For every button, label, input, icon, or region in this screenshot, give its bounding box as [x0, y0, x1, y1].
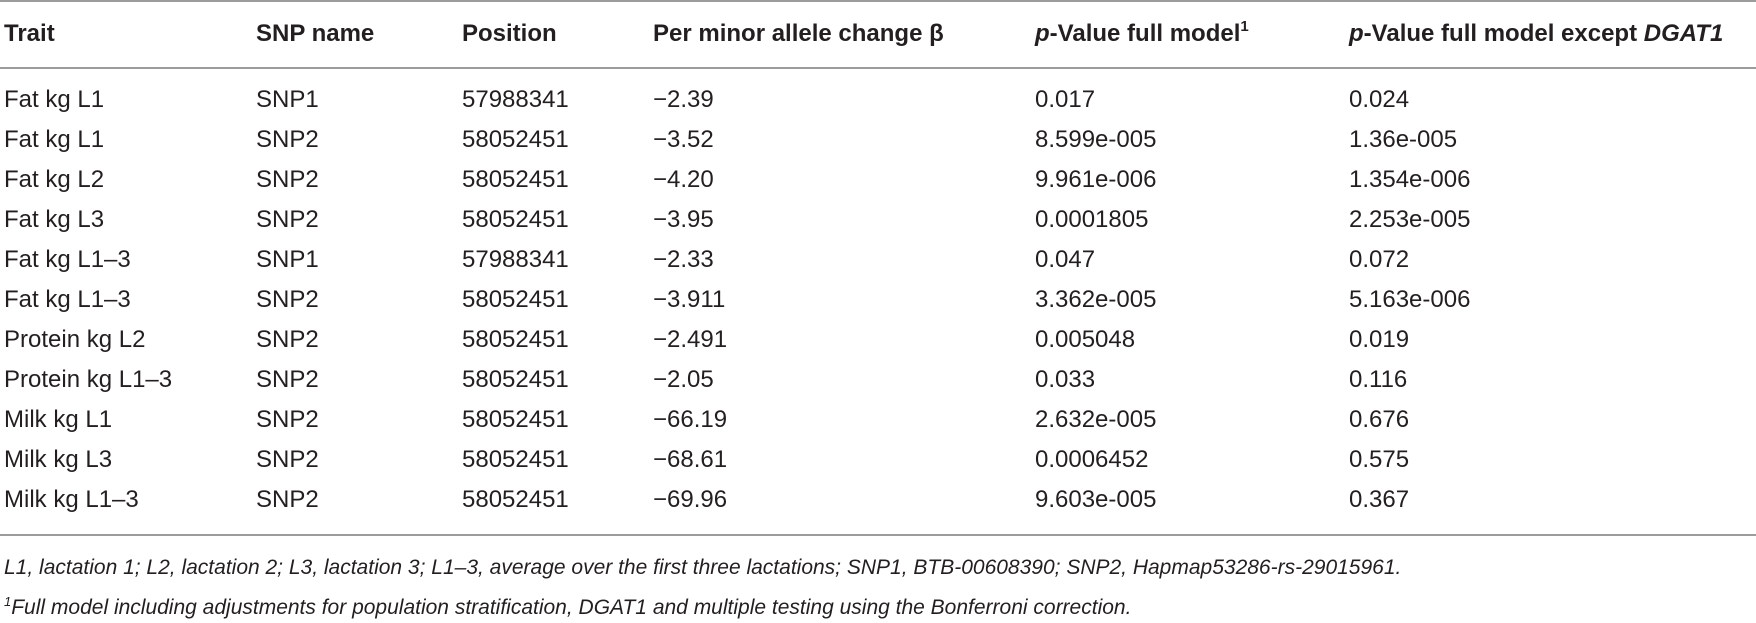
p-value-full-cell: 9.603e-005 [1035, 486, 1157, 513]
p-value-full-cell: 0.0001805 [1035, 206, 1149, 233]
position-cell: 58052451 [462, 486, 569, 513]
footnote-1-text: Full model including adjustments for pop… [11, 596, 1132, 619]
position-cell: 58052451 [462, 406, 569, 433]
table-row: Protein kg L2 SNP2 58052451 −2.491 0.005048 0… [0, 320, 1756, 360]
snp-name-cell: SNP2 [256, 446, 319, 473]
footnote-1: 1Full model including adjustments for po… [4, 593, 1131, 623]
snp-name-cell: SNP2 [256, 486, 319, 513]
position-cell: 57988341 [462, 246, 569, 273]
p-value-except-cell: 5.163e-006 [1349, 286, 1471, 313]
trait-cell: Protein kg L1–3 [4, 366, 173, 393]
snp-name-cell: SNP1 [256, 246, 319, 273]
position-cell: 58052451 [462, 446, 569, 473]
beta-cell: −2.39 [653, 86, 714, 113]
p-value-full-cell: 0.033 [1035, 366, 1096, 393]
table-row: Fat kg L2 SNP2 58052451 −4.20 9.961e-006 1.35… [0, 160, 1756, 200]
table-bottom-rule [0, 534, 1756, 536]
p-value-except-cell: 0.367 [1349, 486, 1410, 513]
table-row: Fat kg L1 SNP2 58052451 −3.52 8.599e-005 1.36… [0, 120, 1756, 160]
snp-name-cell: SNP1 [256, 86, 319, 113]
beta-cell: −2.491 [653, 326, 728, 353]
snp-name-cell: SNP2 [256, 326, 319, 353]
p-value-full-cell: 9.961e-006 [1035, 166, 1157, 193]
beta-cell: −3.911 [653, 286, 726, 313]
snp-name-cell: SNP2 [256, 366, 319, 393]
header-p-value-full: p-Value full model1 [1035, 14, 1249, 54]
header-p-value-except: p-Value full model except DGAT1 [1349, 14, 1723, 54]
position-cell: 58052451 [462, 206, 569, 233]
trait-cell: Protein kg L2 [4, 326, 146, 353]
table-row: Milk kg L1 SNP2 58052451 −66.19 2.632e-005 0.… [0, 400, 1756, 440]
trait-cell: Milk kg L3 [4, 446, 113, 473]
p-value-full-cell: 8.599e-005 [1035, 126, 1157, 153]
header-snp-name: SNP name [256, 20, 375, 47]
table-row: Milk kg L1–3 SNP2 58052451 −69.96 9.603e-005… [0, 480, 1756, 520]
position-cell: 57988341 [462, 86, 569, 113]
trait-cell: Fat kg L2 [4, 166, 105, 193]
header-gene-name: DGAT1 [1643, 20, 1724, 47]
beta-cell: −3.95 [653, 206, 714, 233]
table-row: Fat kg L3 SNP2 58052451 −3.95 0.0001805 2.253… [0, 200, 1756, 240]
p-value-except-cell: 0.072 [1349, 246, 1410, 273]
p-value-except-cell: 1.36e-005 [1349, 126, 1458, 153]
p-value-full-cell: 3.362e-005 [1035, 286, 1157, 313]
position-cell: 58052451 [462, 326, 569, 353]
position-cell: 58052451 [462, 366, 569, 393]
p-value-except-cell: 0.575 [1349, 446, 1410, 473]
p-value-except-cell: 1.354e-006 [1349, 166, 1471, 193]
snp-name-cell: SNP2 [256, 286, 319, 313]
header-trait: Trait [4, 20, 55, 47]
p-value-except-cell: 0.116 [1349, 366, 1408, 393]
p-value-except-cell: 0.676 [1349, 406, 1410, 433]
snp-name-cell: SNP2 [256, 406, 319, 433]
trait-cell: Milk kg L1–3 [4, 486, 139, 513]
header-beta: Per minor allele change β [653, 20, 944, 47]
table-row: Fat kg L1–3 SNP2 58052451 −3.911 3.362e-005 5… [0, 280, 1756, 320]
trait-cell: Fat kg L1–3 [4, 246, 131, 273]
p-value-full-cell: 0.005048 [1035, 326, 1136, 353]
header-p-except-text: -Value full model except [1363, 20, 1644, 47]
position-cell: 58052451 [462, 166, 569, 193]
p-value-except-cell: 2.253e-005 [1349, 206, 1471, 233]
p-value-full-cell: 0.0006452 [1035, 446, 1149, 473]
beta-cell: −2.05 [653, 366, 714, 393]
beta-cell: −4.20 [653, 166, 714, 193]
beta-cell: −3.52 [653, 126, 714, 153]
beta-cell: −69.96 [653, 486, 728, 513]
trait-cell: Milk kg L1 [4, 406, 113, 433]
table-row: Milk kg L3 SNP2 58052451 −68.61 0.0006452 0.5… [0, 440, 1756, 480]
trait-cell: Fat kg L3 [4, 206, 105, 233]
p-value-full-cell: 0.047 [1035, 246, 1096, 273]
beta-cell: −2.33 [653, 246, 714, 273]
table-header-rule [0, 67, 1756, 69]
table-body: Fat kg L1 SNP1 57988341 −2.39 0.017 0.024 Fat … [0, 80, 1756, 520]
table-top-rule [0, 0, 1756, 2]
table-header-row: Trait SNP name Position Per minor allele… [0, 14, 1756, 54]
position-cell: 58052451 [462, 126, 569, 153]
p-value-full-cell: 0.017 [1035, 86, 1096, 113]
trait-cell: Fat kg L1–3 [4, 286, 131, 313]
footnote-marker: 1 [1240, 18, 1249, 35]
footnote-marker: 1 [4, 594, 12, 609]
header-p-italic: p [1349, 20, 1364, 47]
header-p-full-text: -Value full model [1049, 20, 1241, 47]
header-p-italic: p [1035, 20, 1050, 47]
beta-cell: −66.19 [653, 406, 728, 433]
header-position: Position [462, 20, 557, 47]
table-row: Fat kg L1 SNP1 57988341 −2.39 0.017 0.024 [0, 80, 1756, 120]
p-value-full-cell: 2.632e-005 [1035, 406, 1157, 433]
table-row: Fat kg L1–3 SNP1 57988341 −2.33 0.047 0.072 [0, 240, 1756, 280]
p-value-except-cell: 0.019 [1349, 326, 1410, 353]
footnote-abbreviations: L1, lactation 1; L2, lactation 2; L3, la… [4, 556, 1402, 579]
position-cell: 58052451 [462, 286, 569, 313]
snp-name-cell: SNP2 [256, 166, 319, 193]
snp-name-cell: SNP2 [256, 206, 319, 233]
trait-cell: Fat kg L1 [4, 86, 105, 113]
table-row: Protein kg L1–3 SNP2 58052451 −2.05 0.033 0.1… [0, 360, 1756, 400]
snp-name-cell: SNP2 [256, 126, 319, 153]
trait-cell: Fat kg L1 [4, 126, 105, 153]
beta-cell: −68.61 [653, 446, 728, 473]
p-value-except-cell: 0.024 [1349, 86, 1410, 113]
